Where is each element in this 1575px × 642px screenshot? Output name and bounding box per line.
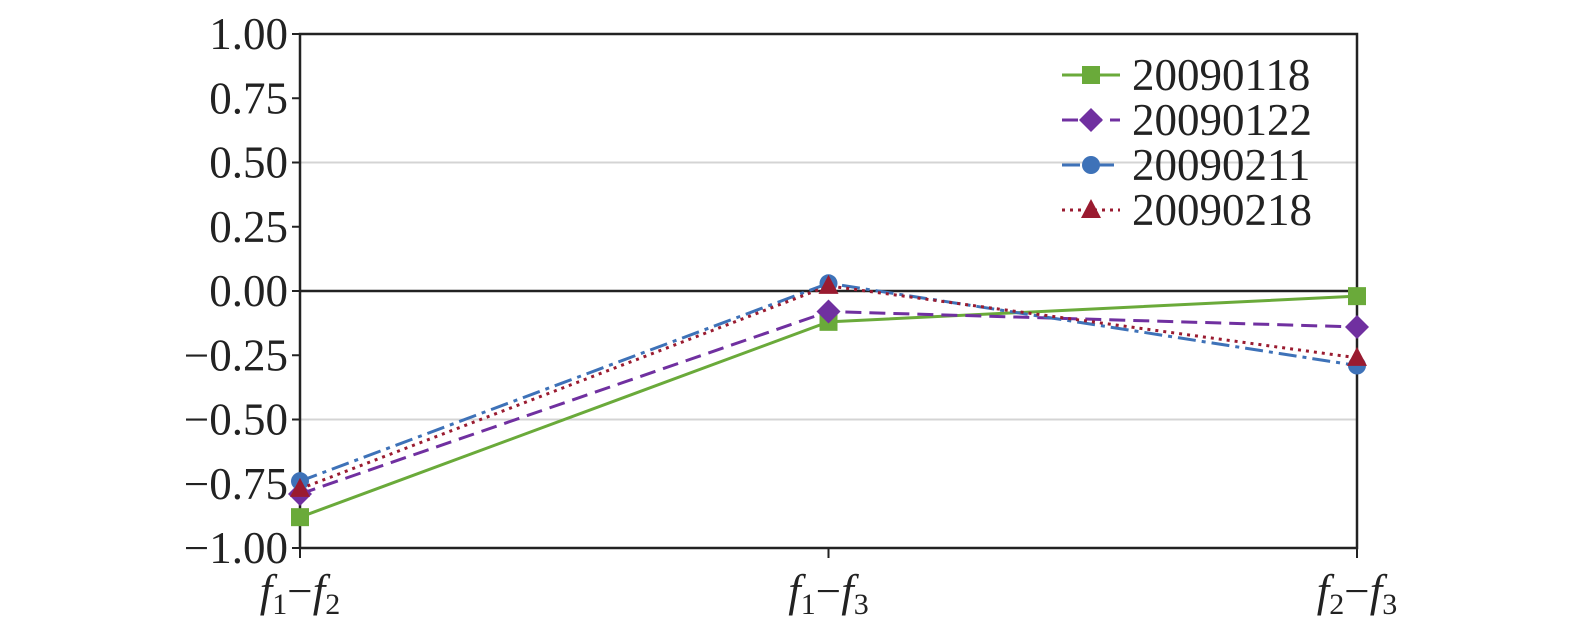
marker-diamond xyxy=(1345,314,1369,339)
legend-entry: 20090118 xyxy=(1062,50,1310,100)
y-tick-label: −1.00 xyxy=(184,523,288,573)
series-20090218 xyxy=(290,274,1367,497)
marker-circle xyxy=(1082,156,1100,174)
y-tick-label: −0.50 xyxy=(184,395,288,445)
legend-label: 20090122 xyxy=(1132,95,1312,145)
grid-layer xyxy=(300,161,1357,421)
y-tick-label: 1.00 xyxy=(209,9,288,59)
axis-layer: 1.00 0.75 0.50 0.25 0.00 −0.25 −0.50 −0.75 −1.00… xyxy=(184,9,1397,621)
legend-entry: 20090122 xyxy=(1062,95,1312,145)
marker-diamond xyxy=(816,299,841,324)
x-tick-label: f2−f3 xyxy=(1317,566,1397,621)
series-line xyxy=(299,310,1358,496)
y-tick-label: 0.50 xyxy=(209,138,288,188)
series-layer xyxy=(288,274,1369,527)
marker-square xyxy=(291,508,309,527)
y-tick-label: −0.75 xyxy=(184,459,288,509)
y-tick-label: 0.25 xyxy=(209,202,288,252)
marker-triangle xyxy=(818,274,839,294)
marker-diamond xyxy=(1079,108,1103,132)
legend-entry: 20090211 xyxy=(1062,140,1310,190)
marker-square xyxy=(1348,287,1366,306)
series-20090122 xyxy=(288,299,1369,507)
x-tick-label: f1−f2 xyxy=(260,566,340,621)
legend-label: 20090118 xyxy=(1132,50,1310,100)
legend-label: 20090218 xyxy=(1132,185,1312,235)
marker-triangle xyxy=(1347,346,1367,366)
x-tick-label: f1−f3 xyxy=(788,566,868,621)
series-line xyxy=(299,284,1358,491)
y-tick-label: 0.00 xyxy=(209,266,288,316)
marker-triangle xyxy=(1081,199,1101,218)
marker-triangle xyxy=(290,477,310,497)
y-tick-label: −0.25 xyxy=(184,330,288,380)
legend-entry: 20090218 xyxy=(1062,185,1312,235)
legend-label: 20090211 xyxy=(1132,140,1310,190)
y-tick-label: 0.75 xyxy=(209,73,288,123)
series-line xyxy=(299,281,1358,483)
marker-square xyxy=(1082,66,1100,84)
